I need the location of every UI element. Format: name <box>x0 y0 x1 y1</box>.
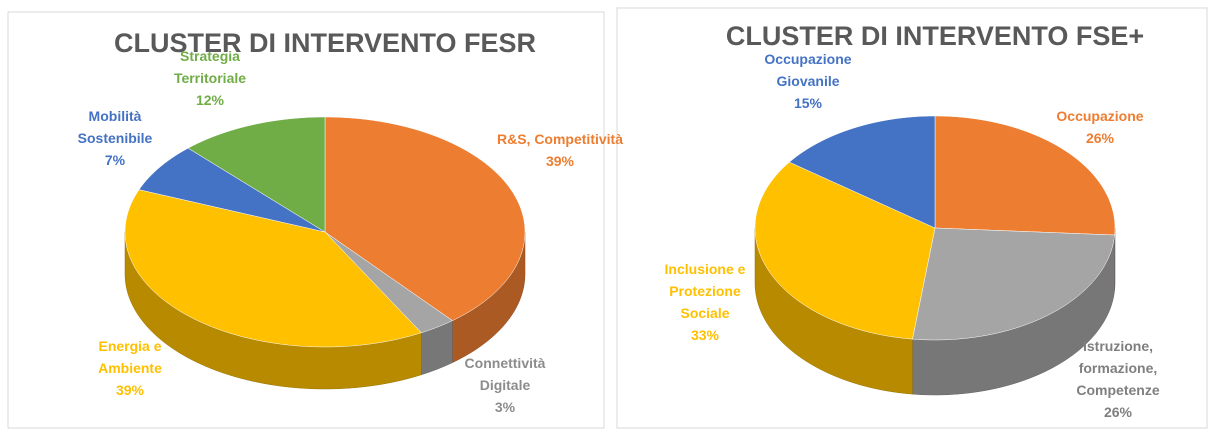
category-label: Inclusione e Protezione Sociale <box>664 261 746 321</box>
slice <box>324 231 453 334</box>
category-label: Mobilità Sostenibile <box>77 108 153 146</box>
slice <box>138 147 326 233</box>
value-label: 26% <box>1103 404 1133 420</box>
category-label: Energia e Ambiente <box>98 338 162 376</box>
value-label: 39% <box>545 153 575 169</box>
data-label: Occupazione Giovanile 15% <box>748 48 868 114</box>
value-label: 12% <box>195 92 225 108</box>
category-label: Occupazione <box>1056 108 1144 124</box>
data-label: Energia e Ambiente 39% <box>70 335 190 401</box>
data-label: Connettività Digitale 3% <box>450 352 560 418</box>
data-label: Mobilità Sostenibile 7% <box>60 105 170 171</box>
value-label: 3% <box>494 399 516 415</box>
chart-title: CLUSTER DI INTERVENTO FSE+ <box>726 21 1144 51</box>
category-label: R&S, Competitività <box>496 131 623 147</box>
value-label: 33% <box>690 327 720 343</box>
value-label: 26% <box>1085 130 1115 146</box>
data-label: Inclusione e Protezione Sociale 33% <box>650 258 760 346</box>
panel <box>616 7 1208 429</box>
slice <box>324 116 526 321</box>
category-label: Istruzione, formazione, Competenze <box>1076 338 1160 398</box>
slice <box>912 227 1115 341</box>
slice <box>187 116 326 233</box>
value-label: 7% <box>104 152 126 168</box>
panel <box>7 11 605 429</box>
category-label: Connettività Digitale <box>464 355 546 393</box>
value-label: 39% <box>115 382 145 398</box>
category-label: Occupazione Giovanile <box>764 51 852 89</box>
category-label: Strategia Territoriale <box>173 48 247 86</box>
data-label: R&S, Competitività 39% <box>495 128 625 172</box>
slice <box>754 161 936 340</box>
chart-title: CLUSTER DI INTERVENTO FESR <box>114 28 536 58</box>
data-label: Occupazione 26% <box>1040 105 1160 149</box>
value-label: 15% <box>793 95 823 111</box>
slice <box>124 189 422 348</box>
data-label: Istruzione, formazione, Competenze 26% <box>1063 335 1173 423</box>
slice <box>788 115 936 229</box>
data-label: Strategia Territoriale 12% <box>150 45 270 111</box>
slice <box>934 115 1116 236</box>
